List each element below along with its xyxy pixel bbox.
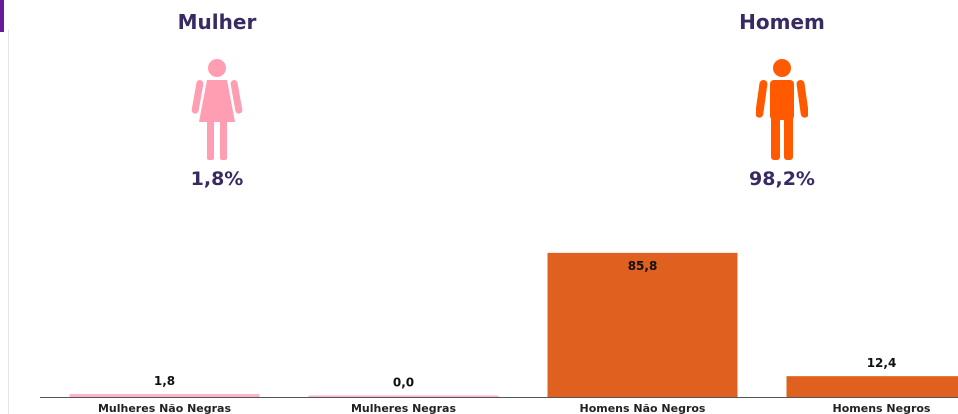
male-percent: 98,2% — [749, 168, 815, 190]
female-label: Mulher — [177, 10, 257, 34]
bar-value-label: 85,8 — [628, 259, 658, 273]
left-divider — [8, 30, 9, 414]
bar-1 — [69, 393, 260, 397]
female-summary: Mulher 1,8% — [107, 8, 327, 190]
bar-value-label: 0,0 — [393, 376, 414, 390]
bar-value-label: 12,4 — [867, 356, 897, 370]
male-summary: Homem 98,2% — [672, 8, 892, 190]
category-label: Homens Negros — [833, 402, 931, 414]
category-label: Mulheres Não Negras — [98, 402, 232, 414]
category-label: Mulheres Negras — [351, 402, 456, 414]
male-label: Homem — [739, 10, 825, 34]
bar-4 — [786, 376, 958, 397]
female-percent: 1,8% — [190, 168, 244, 190]
female-person-icon — [191, 59, 243, 160]
bar-3 — [547, 252, 738, 397]
bar-value-label: 1,8 — [154, 374, 175, 388]
male-person-icon — [756, 59, 808, 160]
bar-2 — [308, 395, 499, 397]
category-label: Homens Não Negros — [580, 402, 706, 414]
accent-bar — [0, 0, 4, 32]
